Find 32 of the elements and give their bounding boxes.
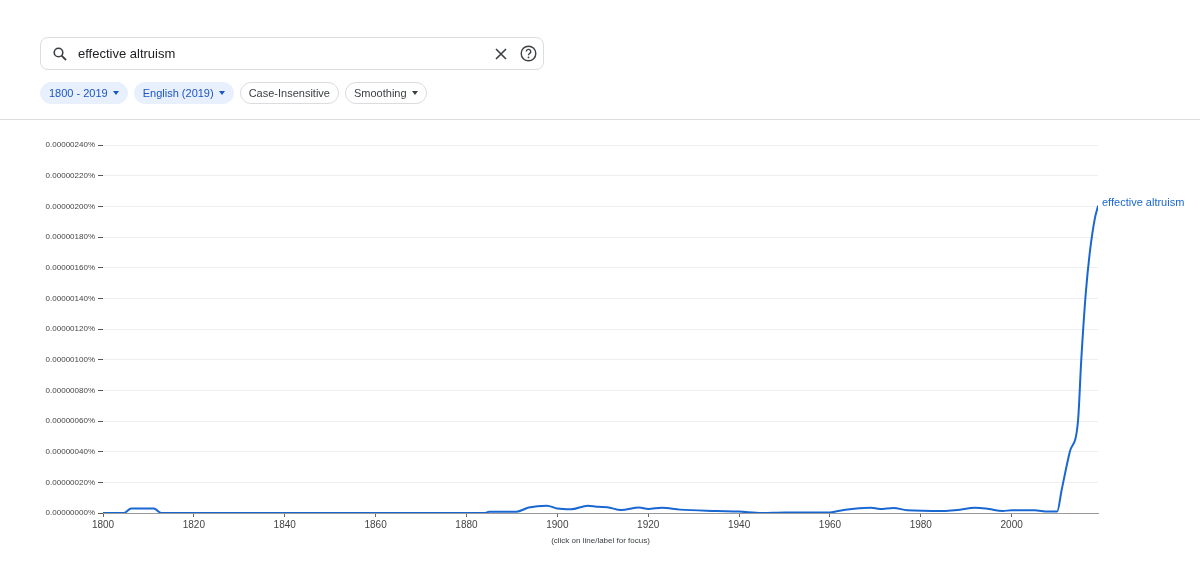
series-label: effective altruism: [1102, 196, 1185, 209]
y-tick-label: 0.00000180%: [45, 232, 95, 242]
x-tick-label: 1920: [637, 518, 660, 530]
line-series: [103, 205, 1098, 513]
y-tick-label: 0.00000200%: [45, 201, 95, 211]
y-tick-label: 0.00000020%: [45, 477, 95, 487]
x-tick-label: 1840: [273, 518, 297, 530]
y-tick-label: 0.00000100%: [45, 354, 95, 364]
x-tick-label: 1960: [818, 518, 842, 530]
x-tick-label: 1800: [91, 518, 115, 530]
text: effective altruism: [78, 46, 176, 61]
y-tick-label: 0.00000220%: [45, 170, 95, 180]
x-tick-label: 1940: [727, 518, 751, 530]
y-tick-label: 0.00000140%: [45, 293, 95, 303]
y-tick-label: 0.00000060%: [45, 416, 95, 426]
text: Case-Insensitive: [248, 87, 330, 99]
x-tick-label: 1880: [455, 518, 479, 530]
y-tick-label: 0.00000240%: [45, 140, 95, 150]
x-tick-label: 1860: [364, 518, 388, 530]
x-tick-label: 2000: [1000, 518, 1024, 530]
text: English (2019): [142, 87, 214, 99]
y-tick-label: 0.00000160%: [45, 262, 95, 272]
y-tick-label: 0.00000040%: [45, 446, 95, 456]
x-tick-label: 1980: [909, 518, 933, 530]
y-tick-label: 0.00000080%: [45, 385, 95, 395]
text: Smoothing: [353, 87, 407, 99]
x-tick-label: 1820: [182, 518, 206, 530]
text: 1800 - 2019: [49, 87, 108, 99]
x-tick-label: 1900: [546, 518, 569, 530]
text: (click on line/label for focus): [551, 536, 651, 546]
y-tick-label: 0.00000120%: [45, 324, 95, 334]
y-tick-label: 0.00000000%: [45, 508, 95, 518]
